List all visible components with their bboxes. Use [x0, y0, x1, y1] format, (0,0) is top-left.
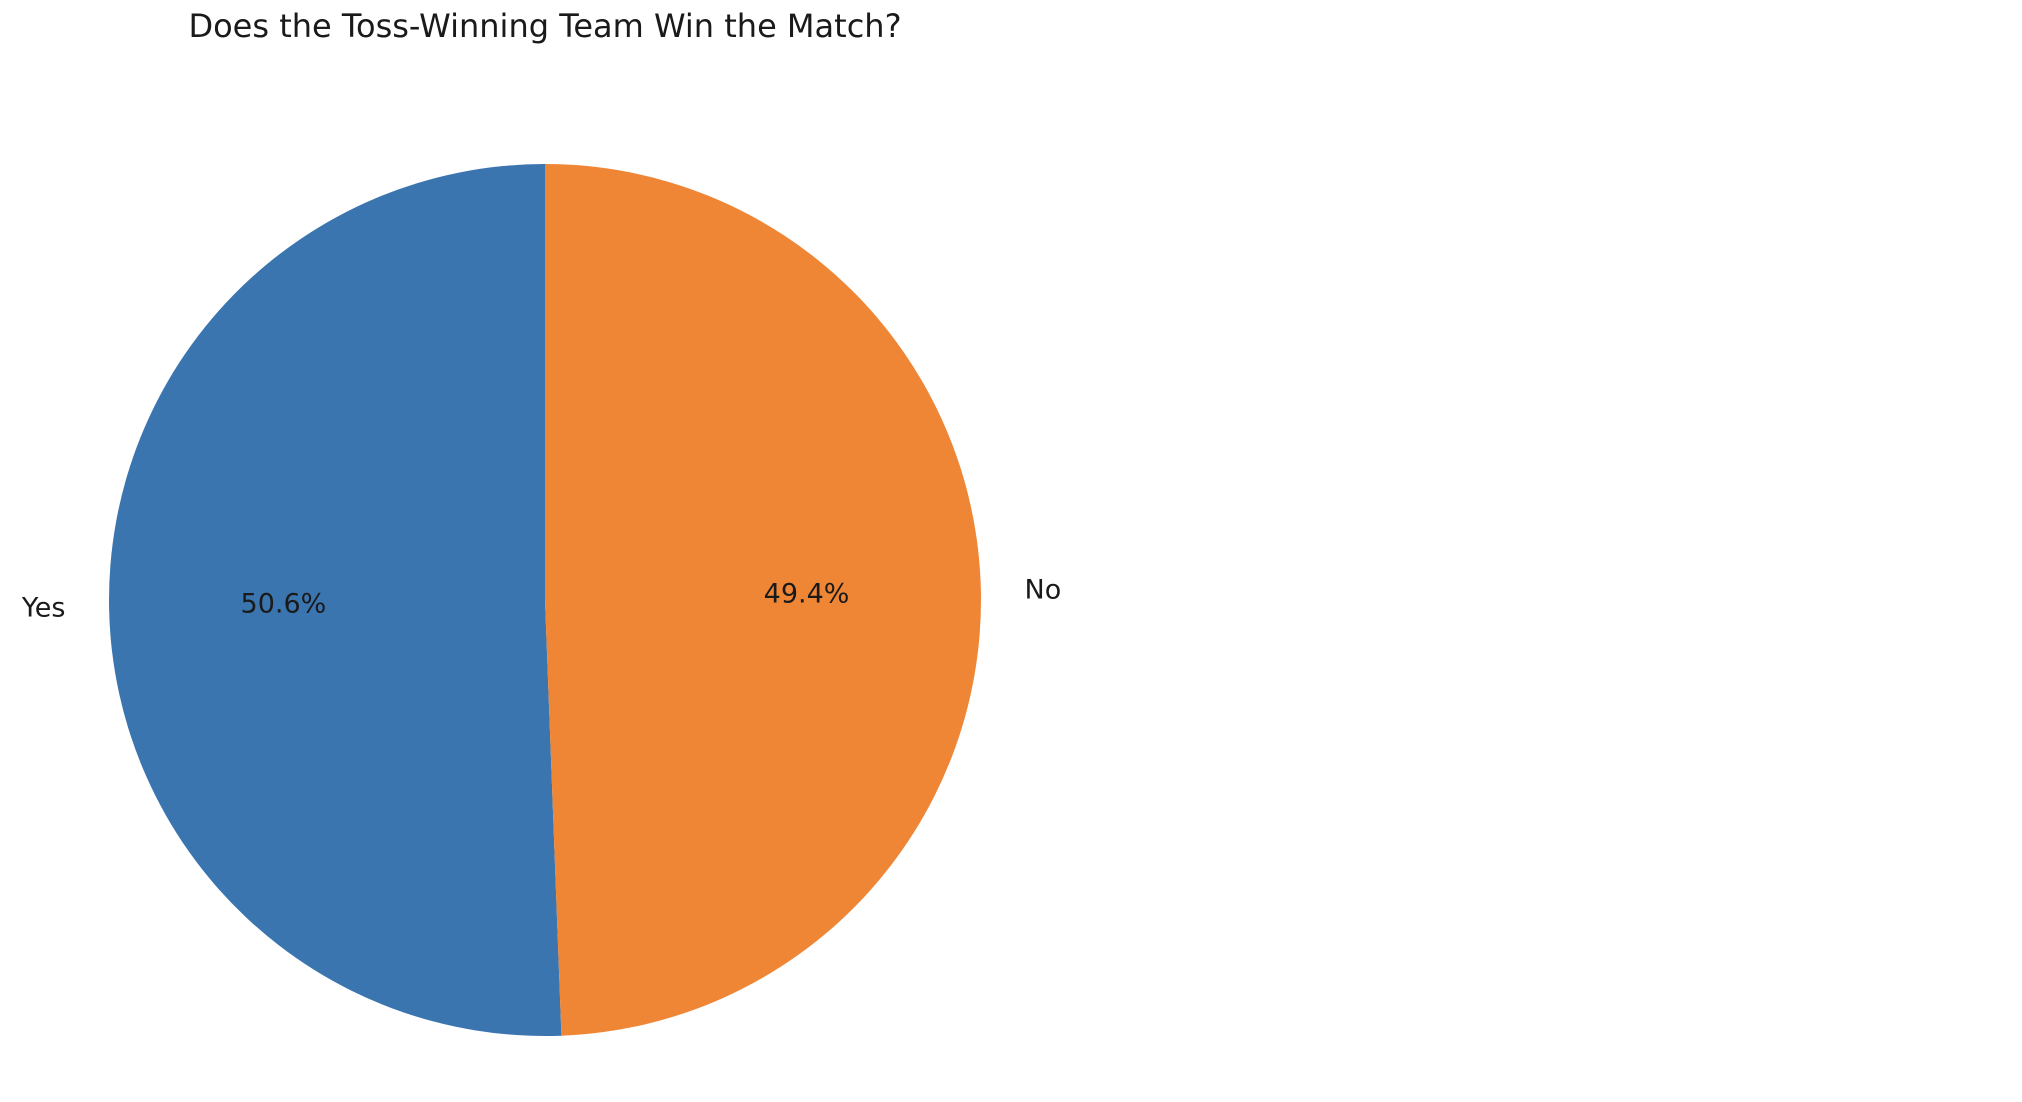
slice-percent-yes: 50.6% — [241, 588, 327, 619]
slice-label-yes: Yes — [21, 593, 66, 624]
slice-percent-no: 49.4% — [764, 579, 850, 610]
slice-label-no: No — [1025, 574, 1062, 605]
pie-slice-no — [545, 164, 981, 1036]
pie-slice-yes — [108, 164, 562, 1037]
pie-slices — [108, 164, 981, 1037]
chart-title: Does the Toss-Winning Team Win the Match… — [188, 7, 901, 45]
pie-labels: Yes 50.6% No 49.4% — [21, 574, 1061, 623]
